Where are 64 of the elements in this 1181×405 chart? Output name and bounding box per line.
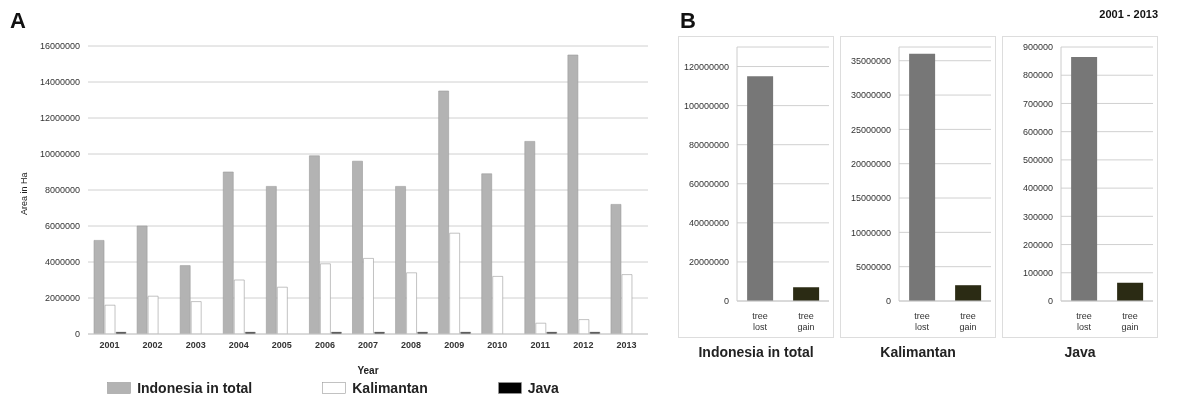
- y-tick-label: 800000: [1022, 70, 1053, 81]
- x-axis-title: Java: [1063, 343, 1097, 360]
- x-tick-label: 2004: [228, 340, 249, 351]
- y-tick-label: 10000000: [39, 149, 80, 160]
- x-tick-label: 2011: [530, 340, 551, 351]
- y-tick-label: 120000000: [683, 61, 729, 72]
- x-axis-title: Indonesia in total: [697, 343, 815, 360]
- y-tick-label: 25000000: [850, 124, 891, 135]
- x-tick-label: tree lost: [752, 311, 768, 332]
- x-tick-label: 2012: [573, 340, 594, 351]
- y-tick-label: 5000000: [855, 261, 891, 272]
- x-tick-label: 2006: [314, 340, 335, 351]
- text: A: [10, 8, 26, 34]
- x-tick-label: 2009: [444, 340, 465, 351]
- legend-label: Kalimantan: [352, 380, 428, 396]
- y-tick-label: 40000000: [688, 218, 729, 229]
- y-tick-label: 4000000: [44, 257, 80, 268]
- y-tick-label: 8000000: [44, 185, 80, 196]
- x-tick-label: 2010: [487, 340, 508, 351]
- y-tick-label: 0: [1047, 296, 1053, 307]
- legend-label: Java: [527, 380, 559, 396]
- y-axis-title: Area in Ha: [19, 172, 30, 215]
- y-tick-label: 0: [885, 296, 891, 307]
- y-tick-label: 400000: [1022, 183, 1053, 194]
- y-tick-label: 300000: [1022, 211, 1053, 222]
- y-tick-label: 35000000: [850, 55, 891, 66]
- y-tick-label: 700000: [1022, 98, 1053, 109]
- text: B: [680, 8, 696, 34]
- x-tick-label: 2008: [401, 340, 422, 351]
- x-tick-label: 2003: [185, 340, 206, 351]
- y-tick-label: 20000000: [850, 158, 891, 169]
- y-tick-label: 10000000: [850, 227, 891, 238]
- x-tick-label: tree gain: [797, 311, 815, 332]
- x-tick-label: 2002: [142, 340, 163, 351]
- y-tick-label: 60000000: [688, 178, 729, 189]
- x-tick-label: 2013: [616, 340, 637, 351]
- legend-label: Indonesia in total: [137, 380, 253, 396]
- x-tick-label: tree lost: [1076, 311, 1092, 332]
- y-tick-label: 100000000: [683, 100, 729, 111]
- y-tick-label: 30000000: [850, 90, 891, 101]
- y-tick-label: 0: [74, 329, 80, 340]
- y-tick-label: 500000: [1022, 155, 1053, 166]
- x-axis-title: Year: [357, 365, 379, 376]
- y-tick-label: 100000: [1022, 267, 1053, 278]
- y-tick-label: 12000000: [39, 113, 80, 124]
- x-tick-label: 2001: [99, 340, 120, 351]
- y-tick-label: 6000000: [44, 221, 80, 232]
- y-tick-label: 900000: [1022, 42, 1053, 53]
- x-tick-label: tree lost: [914, 311, 930, 332]
- x-tick-label: 2005: [271, 340, 292, 351]
- x-axis-title: Kalimantan: [879, 343, 957, 360]
- x-tick-label: tree gain: [1121, 311, 1139, 332]
- y-tick-label: 2000000: [44, 293, 80, 304]
- y-tick-label: 14000000: [39, 77, 80, 88]
- x-tick-label: 2007: [357, 340, 379, 351]
- x-tick-label: tree gain: [959, 311, 977, 332]
- y-tick-label: 16000000: [39, 41, 80, 52]
- y-tick-label: 80000000: [688, 139, 729, 150]
- y-tick-label: 200000: [1022, 239, 1053, 250]
- y-tick-label: 15000000: [850, 193, 891, 204]
- y-tick-label: 0: [723, 296, 729, 307]
- text: 2001 - 2013: [1099, 8, 1158, 20]
- y-tick-label: 600000: [1022, 126, 1053, 137]
- y-tick-label: 20000000: [688, 257, 729, 268]
